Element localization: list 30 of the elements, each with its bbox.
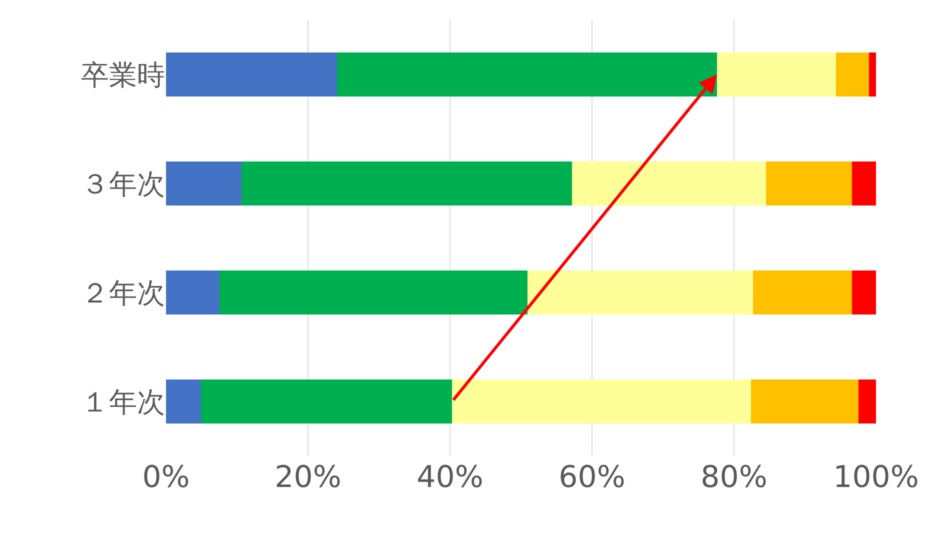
x-tick-label: 0%: [142, 460, 190, 495]
y-tick-label: 卒業時: [81, 58, 165, 92]
bar: [766, 162, 852, 206]
x-tick-label: 80%: [700, 460, 768, 495]
bar: [572, 162, 766, 206]
bar: [836, 52, 869, 96]
bar: [166, 52, 338, 96]
bar: [858, 380, 876, 424]
y-tick-label: ３年次: [81, 167, 165, 200]
bar: [868, 52, 876, 96]
y-tick-label: １年次: [81, 385, 165, 418]
bar: [219, 270, 528, 314]
x-tick-label: 20%: [274, 460, 342, 495]
bar: [753, 270, 852, 314]
x-tick-label: 100%: [833, 460, 919, 495]
x-tick-label: 60%: [558, 460, 626, 495]
bar: [166, 380, 201, 424]
bar: [527, 270, 754, 314]
bar: [751, 380, 858, 424]
bar: [166, 270, 220, 314]
bar: [241, 162, 572, 206]
x-tick-label: 40%: [416, 460, 484, 495]
bar: [852, 270, 876, 314]
y-tick-label: ２年次: [81, 276, 165, 310]
bar: [337, 52, 717, 96]
bar: [452, 380, 752, 424]
bar: [200, 380, 452, 424]
bar: [166, 162, 242, 206]
bar: [852, 162, 876, 206]
bar: [716, 52, 836, 96]
